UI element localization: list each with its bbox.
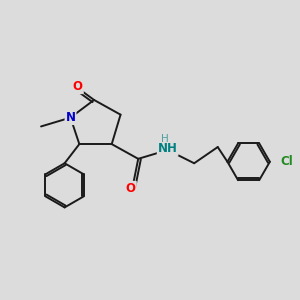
- Text: Cl: Cl: [280, 155, 293, 168]
- Text: NH: NH: [158, 142, 178, 155]
- Text: O: O: [73, 80, 83, 93]
- Text: H: H: [161, 134, 169, 144]
- Text: N: N: [65, 111, 76, 124]
- Text: O: O: [126, 182, 136, 195]
